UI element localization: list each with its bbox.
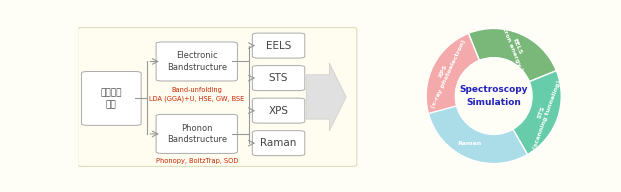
Wedge shape: [426, 33, 479, 113]
Text: STS: STS: [269, 73, 288, 83]
FancyBboxPatch shape: [252, 33, 305, 58]
FancyBboxPatch shape: [252, 98, 305, 123]
FancyBboxPatch shape: [81, 72, 141, 125]
FancyBboxPatch shape: [252, 131, 305, 156]
Text: Spectroscopy
Simulation: Spectroscopy Simulation: [460, 85, 528, 107]
Text: Band-unfolding
LDA (GGA)+U, HSE, GW, BSE: Band-unfolding LDA (GGA)+U, HSE, GW, BSE: [150, 87, 245, 102]
Text: Raman: Raman: [457, 141, 481, 146]
Wedge shape: [468, 28, 556, 82]
Text: STS
(scanning tunneling): STS (scanning tunneling): [526, 77, 561, 150]
FancyBboxPatch shape: [156, 42, 237, 81]
Text: XPS
(x-ray photoelectron): XPS (x-ray photoelectron): [425, 36, 467, 109]
FancyBboxPatch shape: [156, 114, 237, 153]
Text: XPS: XPS: [268, 106, 289, 116]
Wedge shape: [513, 71, 561, 155]
Text: Phonon
Bandstructure: Phonon Bandstructure: [166, 123, 227, 144]
Text: EELS: EELS: [266, 41, 291, 50]
FancyBboxPatch shape: [78, 27, 356, 166]
Polygon shape: [306, 63, 346, 131]
Text: Phonopy, BoltzTrap, SOD: Phonopy, BoltzTrap, SOD: [156, 158, 238, 164]
Text: 원자구조
설계: 원자구조 설계: [101, 88, 122, 109]
Wedge shape: [427, 99, 527, 164]
Text: Raman: Raman: [260, 138, 297, 148]
Text: Electronic
Bandstructure: Electronic Bandstructure: [166, 51, 227, 72]
FancyBboxPatch shape: [252, 66, 305, 91]
Text: EELS
(electron energy loss): EELS (electron energy loss): [495, 9, 534, 85]
